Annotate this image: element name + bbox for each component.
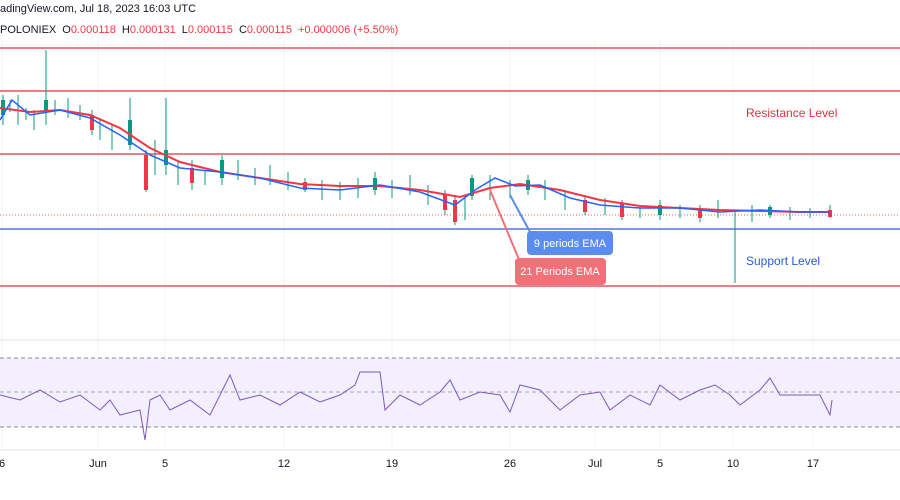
ema9-label: 9 periods EMA xyxy=(534,238,607,250)
x-axis-label: 5 xyxy=(657,458,663,470)
ema21-label: 21 Periods EMA xyxy=(520,266,600,278)
x-axis-label: Jul xyxy=(588,458,602,470)
symbol: POLONIEX xyxy=(0,24,57,36)
ohlc-label: O xyxy=(62,24,71,36)
ohlc-label: H xyxy=(122,24,130,36)
resistance-label: Resistance Level xyxy=(746,106,837,120)
x-axis-label: 10 xyxy=(727,458,739,470)
ohlc-value: 0.000115 xyxy=(247,24,292,36)
ohlc-label: C xyxy=(239,24,247,36)
header-line: POLONIEX O0.000118 H0.000131 L0.000115 C0.00… xyxy=(0,24,398,36)
x-axis-label: 17 xyxy=(807,458,819,470)
support-label: Support Level xyxy=(746,254,820,268)
candles xyxy=(1,50,832,283)
levels xyxy=(0,47,900,287)
ohlc-value: 0.000115 xyxy=(188,24,233,36)
x-axis-label: 12 xyxy=(278,458,290,470)
header-source: adingView.com, Jul 18, 2023 16:03 UTC xyxy=(0,3,196,15)
ema-9 xyxy=(0,98,830,213)
rsi-pane xyxy=(0,357,900,441)
ohlc-value: 0.000131 xyxy=(130,24,176,36)
x-axis-label: Jun xyxy=(89,458,107,470)
change: +0.000006 (+5.50%) xyxy=(298,24,398,36)
x-axis-label: 6 xyxy=(0,458,5,470)
x-axis-label: 26 xyxy=(504,458,516,470)
callouts xyxy=(489,189,613,285)
x-axis-label: 5 xyxy=(162,458,168,470)
ohlc-value: 0.000118 xyxy=(71,24,116,36)
ema-21 xyxy=(0,107,830,213)
x-axis-label: 19 xyxy=(386,458,398,470)
ohlc-label: L xyxy=(182,24,188,36)
